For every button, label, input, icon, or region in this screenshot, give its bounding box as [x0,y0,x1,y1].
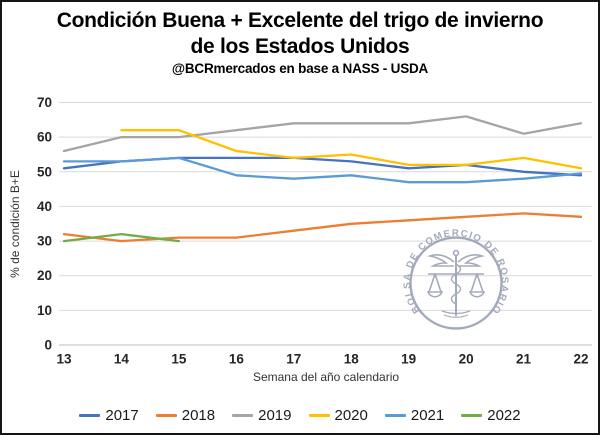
x-tick-label: 14 [114,352,130,367]
legend-label: 2020 [334,406,368,424]
y-tick-label: 0 [44,338,52,353]
y-axis-title: % de condición B+E [8,170,22,278]
y-axis-tick-labels: 0 10 20 30 40 50 60 70 [37,95,52,353]
legend-label: 2017 [105,406,139,424]
x-tick-label: 13 [56,352,72,367]
y-tick-label: 40 [37,199,52,214]
legend-label: 2018 [181,406,216,424]
series-line-2020 [120,129,583,170]
legend-item-2019: 2019 [232,406,292,424]
legend-label: 2019 [258,406,292,424]
series-line-2021 [62,156,583,184]
legend-swatch-2020 [308,413,330,417]
legend-swatch-2021 [384,413,406,417]
x-tick-label: 21 [516,352,532,367]
x-axis-tick-labels: 13 14 15 16 17 18 19 20 21 22 [56,352,588,367]
bcr-watermark-logo: BOLSA DE COMERCIO DE ROSARIO [402,228,509,330]
y-gridlines [59,102,592,346]
series-line-2019 [62,115,583,153]
series-lines [62,115,583,243]
legend-swatch-2018 [155,413,177,417]
chart-subtitle: @BCRmercados en base a NASS - USDA [171,61,429,76]
x-tick-label: 18 [344,352,360,367]
chart-title-line2: de los Estados Unidos [190,35,410,58]
legend-item-2021: 2021 [384,406,445,424]
legend-item-2020: 2020 [308,406,368,424]
x-tick-label: 22 [573,352,588,367]
y-tick-label: 60 [37,130,52,145]
legend-swatch-2022 [461,413,483,417]
x-tick-label: 15 [171,352,187,367]
y-tick-label: 70 [37,95,52,110]
x-tick-label: 16 [229,352,245,367]
chart-title-block: Condición Buena + Excelente del trigo de… [2,8,598,78]
y-tick-label: 50 [37,164,52,179]
y-tick-label: 30 [37,234,52,249]
chart-title-line1: Condición Buena + Excelente del trigo de… [56,9,544,32]
legend-item-2022: 2022 [461,406,521,424]
y-tick-label: 20 [37,268,52,283]
legend-label: 2022 [487,406,521,424]
legend-swatch-2019 [232,413,254,417]
series-line-2018 [62,212,583,243]
x-tick-label: 19 [401,352,416,367]
x-axis-title: Semana del año calendario [253,370,399,384]
x-tick-label: 20 [459,352,474,367]
legend-item-2018: 2018 [155,406,216,424]
series-line-2022 [62,232,181,243]
legend-label: 2021 [410,406,445,424]
legend-item-2017: 2017 [79,406,139,424]
x-tick-label: 17 [286,352,301,367]
legend-swatch-2017 [79,413,101,417]
chart-legend: 2017 2018 2019 2020 2021 2022 [2,399,598,431]
y-tick-label: 10 [37,303,52,318]
